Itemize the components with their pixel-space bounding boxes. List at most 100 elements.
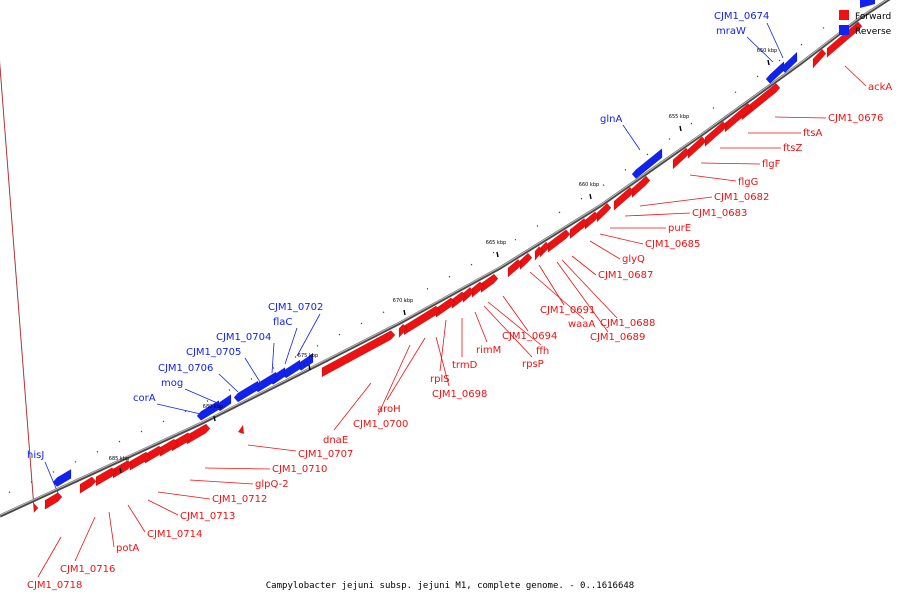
connector-line xyxy=(127,504,146,533)
minor-tick xyxy=(448,275,451,278)
backbone-line xyxy=(0,0,891,518)
scale-ticks: 650 kbp 655 kbp 660 kbp 665 kbp 670 kbp 675 k… xyxy=(8,10,847,494)
connector-line xyxy=(74,516,96,562)
gene-block xyxy=(519,252,533,271)
connector-line xyxy=(439,319,447,372)
gene-block xyxy=(704,121,728,147)
legend-reverse-swatch xyxy=(839,25,849,35)
gene-label-cjm1-0682: CJM1_0682 xyxy=(714,192,769,203)
gene-label-cjm1-0702: CJM1_0702 xyxy=(268,302,323,313)
gene-block xyxy=(596,202,612,223)
minor-tick xyxy=(52,471,55,473)
connector-line xyxy=(561,259,618,319)
gene-bevel xyxy=(614,184,633,202)
minor-tick xyxy=(228,389,231,391)
gene-label-flgf: flgF xyxy=(762,159,781,170)
gene-label-pota: potA xyxy=(116,543,139,554)
gene-bevel xyxy=(113,457,131,470)
gene-bevel xyxy=(160,436,177,448)
minor-tick xyxy=(426,287,429,290)
gene-bevel xyxy=(404,303,439,326)
gene-block xyxy=(79,476,97,494)
major-tick xyxy=(767,59,770,66)
gene-bevel xyxy=(452,288,465,300)
gene-label-cjm1-0688: CJM1_0688 xyxy=(600,318,655,329)
minor-tick xyxy=(96,450,99,453)
gene-label-acka: ackA xyxy=(868,82,892,93)
major-tick xyxy=(679,125,682,132)
gene-block xyxy=(112,459,133,479)
minor-tick xyxy=(382,311,385,314)
minor-tick xyxy=(822,27,825,29)
connector-line xyxy=(589,240,621,260)
connector-line xyxy=(189,479,254,485)
connector-line xyxy=(487,301,542,346)
gene-label-cjm1-0691: CJM1_0691 xyxy=(540,305,595,316)
connector-line xyxy=(377,344,411,416)
gene-label-cjm1-0683: CJM1_0683 xyxy=(692,208,747,219)
gene-bevel xyxy=(463,284,473,294)
gene-block xyxy=(826,21,863,58)
connector-line xyxy=(538,264,565,306)
minor-tick xyxy=(602,184,605,186)
minor-tick xyxy=(492,251,495,254)
minor-tick xyxy=(690,122,693,125)
gene-block xyxy=(159,438,179,457)
connector-line xyxy=(622,124,641,151)
gene-block xyxy=(462,286,475,303)
gene-label-cjm1-0713: CJM1_0713 xyxy=(180,511,235,522)
major-tick xyxy=(119,467,122,474)
gene-block xyxy=(471,281,485,298)
gene-bevel xyxy=(673,145,689,160)
gene-bevel xyxy=(269,364,288,376)
tick-label: 665 kbp xyxy=(486,240,506,246)
gene-label-glna: glnA xyxy=(600,114,622,125)
minor-tick xyxy=(162,420,165,423)
gene-bevel xyxy=(472,278,483,289)
gene-block xyxy=(765,60,785,84)
gene-bevel xyxy=(766,58,787,75)
tick-label: 650 kbp xyxy=(757,48,777,54)
gene-block xyxy=(321,330,396,378)
gene-label-ftsa: ftsA xyxy=(803,128,822,139)
connector-line xyxy=(184,388,223,406)
gene-bevel xyxy=(632,173,649,189)
gene-block xyxy=(724,103,753,133)
gene-bevel xyxy=(585,208,598,221)
gene-label-cjm1-0716: CJM1_0716 xyxy=(60,564,115,575)
gene-bevel xyxy=(548,226,569,244)
gene-block xyxy=(451,291,467,309)
gene-block xyxy=(435,297,456,318)
gene-label-trmd: trmD xyxy=(452,360,478,371)
gene-bevel xyxy=(781,49,800,64)
gene-bevel xyxy=(0,19,37,504)
minor-tick xyxy=(624,168,627,171)
gene-block xyxy=(144,445,164,464)
connector-line xyxy=(386,337,426,401)
gene-label-hisj: hisJ xyxy=(27,450,44,461)
gene-label-waaa: waaA xyxy=(568,319,595,330)
label-connectors xyxy=(37,22,867,578)
gene-label-aroh: aroH xyxy=(377,404,401,415)
minor-tick xyxy=(712,107,715,109)
gene-block xyxy=(44,492,63,510)
gene-features xyxy=(0,0,875,514)
connector-line xyxy=(844,65,867,87)
gene-bevel xyxy=(96,464,115,477)
gene-block xyxy=(186,423,211,445)
tick-label: 680 kbp xyxy=(203,404,223,410)
connector-line xyxy=(333,382,372,431)
connector-line xyxy=(37,536,62,578)
gene-bevel xyxy=(688,133,705,150)
minor-tick xyxy=(250,378,253,380)
gene-label-rpls: rplS xyxy=(430,374,450,385)
genome-backbone xyxy=(0,0,891,518)
gene-bevel xyxy=(45,489,61,501)
minor-tick xyxy=(800,43,803,46)
connector-line xyxy=(157,491,211,500)
gene-label-pure: purE xyxy=(668,223,691,234)
gene-label-ftsz: ftsZ xyxy=(783,143,802,154)
tick-label: 675 kbp xyxy=(298,353,318,359)
gene-bevel xyxy=(632,145,665,170)
